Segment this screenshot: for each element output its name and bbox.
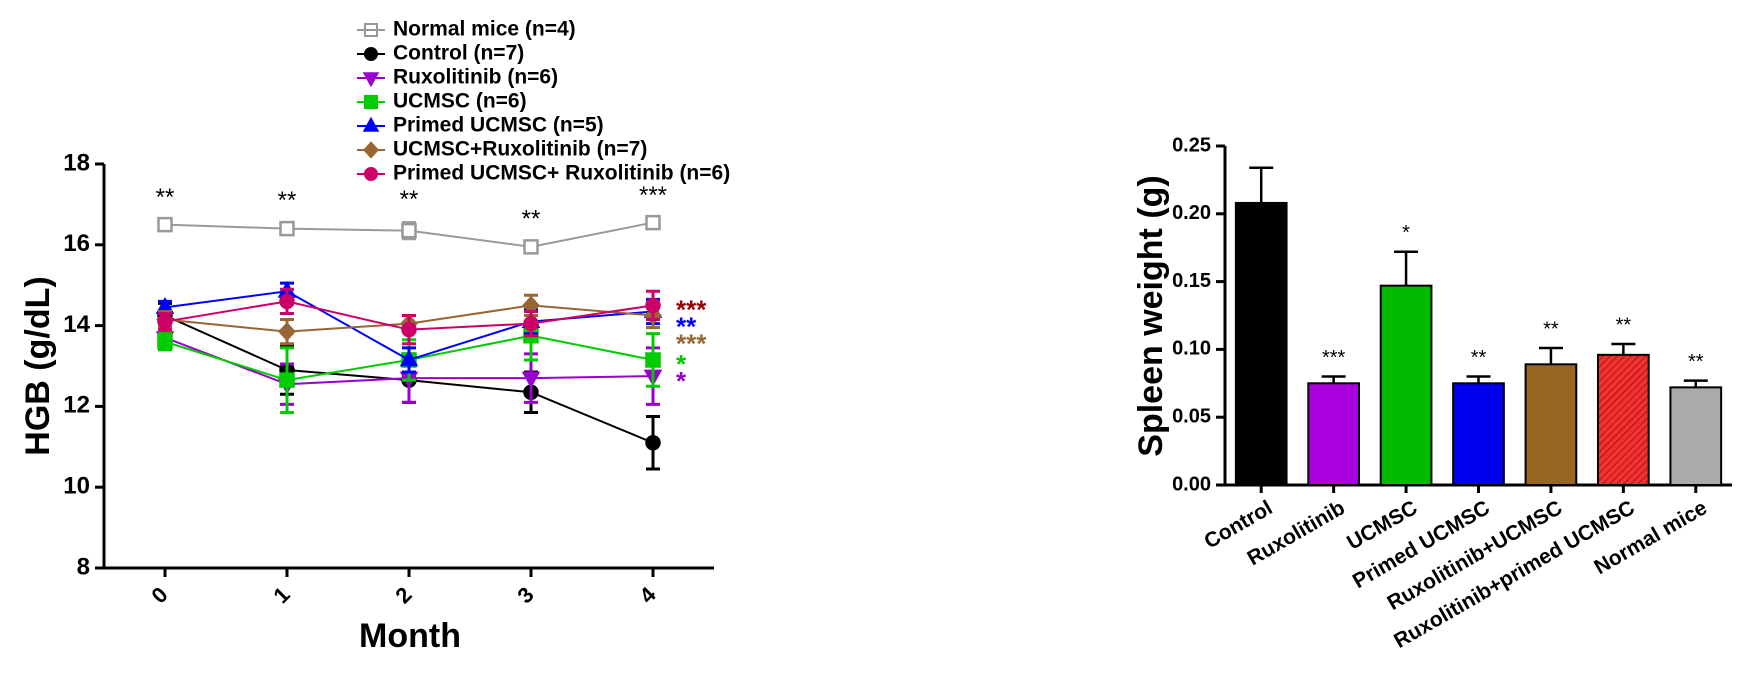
data-point <box>523 315 539 332</box>
significance-label: ** <box>1471 347 1487 369</box>
data-point <box>521 371 541 389</box>
x-tick-label: 2 <box>390 582 416 608</box>
significance-label: ** <box>676 311 697 341</box>
legend-label: Primed UCMSC+ Ruxolitinib (n=6) <box>393 162 730 185</box>
y-tick-label: 0.20 <box>1172 202 1211 224</box>
significance-label: ** <box>278 187 297 214</box>
data-point <box>399 349 419 367</box>
significance-label: * <box>676 349 687 379</box>
significance-label: * <box>676 366 687 396</box>
legend-marker <box>364 95 378 109</box>
data-point <box>401 321 417 338</box>
legend-label: UCMSC+Ruxolitinib (n=7) <box>393 138 647 161</box>
data-point <box>645 297 661 314</box>
data-point <box>279 220 295 237</box>
data-point <box>279 293 295 310</box>
x-tick-label: 4 <box>634 581 661 608</box>
y-tick-label: 10 <box>63 473 90 500</box>
significance-label: * <box>1402 222 1410 244</box>
x-axis-title: Month <box>359 617 461 655</box>
significance-label: *** <box>676 328 707 358</box>
significance-label: *** <box>676 294 707 324</box>
significance-label: ** <box>1688 351 1704 373</box>
y-tick-label: 8 <box>77 553 90 580</box>
y-tick-label: 16 <box>63 230 90 257</box>
y-tick-label: 0.05 <box>1172 405 1211 427</box>
y-tick-label: 0.25 <box>1172 134 1211 156</box>
y-tick-label: 12 <box>63 392 90 419</box>
data-point <box>645 214 661 231</box>
bar <box>1452 382 1505 486</box>
bar <box>1524 363 1578 487</box>
data-point <box>157 216 173 233</box>
data-point <box>401 222 417 239</box>
y-tick-label: 14 <box>63 311 90 338</box>
significance-label: ** <box>1616 314 1632 336</box>
data-point <box>645 352 661 368</box>
legend-label: Ruxolitinib (n=6) <box>393 66 558 89</box>
legend-label: Control (n=7) <box>393 42 524 65</box>
legend-label: Normal mice (n=4) <box>393 18 576 41</box>
significance-label: *** <box>639 182 667 209</box>
data-point <box>157 334 173 350</box>
bar <box>1597 353 1650 486</box>
legend-marker <box>364 167 379 181</box>
y-tick-label: 18 <box>63 149 90 176</box>
y-tick-label: 0.10 <box>1172 338 1211 360</box>
x-tick-label: 3 <box>512 582 538 608</box>
y-tick-label: 0.00 <box>1172 473 1211 495</box>
data-point <box>523 239 539 255</box>
bar <box>1307 382 1360 486</box>
significance-label: ** <box>156 184 175 211</box>
legend-marker <box>363 141 379 159</box>
data-point <box>157 313 173 330</box>
bar <box>1234 201 1288 486</box>
legend-label: Primed UCMSC (n=5) <box>393 114 604 137</box>
data-point <box>278 322 296 342</box>
legend-label: UCMSC (n=6) <box>393 90 527 113</box>
significance-label: ** <box>1543 318 1559 340</box>
legend-marker <box>364 23 378 37</box>
data-point <box>279 372 295 388</box>
significance-label: *** <box>1322 347 1346 369</box>
x-tick-label: 0 <box>146 582 172 608</box>
bar <box>1669 386 1723 487</box>
significance-label: ** <box>522 205 541 232</box>
y-axis-title: HGB (g/dL) <box>19 276 57 455</box>
legend-marker <box>362 116 380 132</box>
x-tick-label: 1 <box>268 582 294 608</box>
legend-marker <box>362 72 380 88</box>
y-tick-label: 0.15 <box>1172 270 1211 292</box>
significance-label: ** <box>400 186 419 213</box>
bar <box>1379 284 1433 486</box>
data-point <box>645 435 661 451</box>
y-axis-title: Spleen weight (g) <box>1132 175 1170 456</box>
legend-marker <box>364 47 379 61</box>
